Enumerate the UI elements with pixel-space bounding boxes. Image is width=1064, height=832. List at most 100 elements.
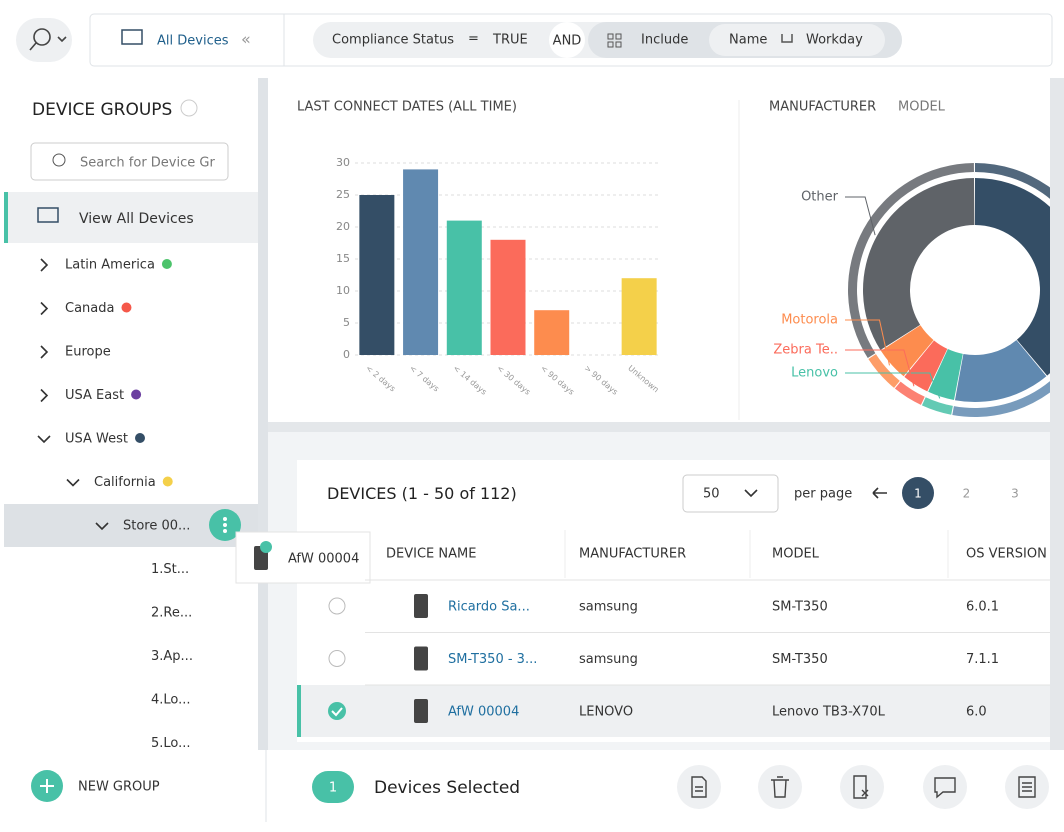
view-all-row[interactable] — [4, 192, 258, 243]
footer — [0, 750, 1064, 832]
prev-page[interactable] — [872, 487, 887, 499]
new-group[interactable]: NEW GROUP — [78, 780, 160, 795]
check — [331, 707, 343, 717]
device-icon — [414, 646, 428, 671]
donut-outer-segment — [975, 163, 1050, 199]
donut-outer-segment — [894, 381, 925, 405]
donut-segment — [954, 340, 1047, 403]
icon — [771, 776, 789, 798]
group-name[interactable]: 4.Lo... — [151, 693, 191, 708]
selected-badge — [312, 771, 354, 803]
action-delete[interactable] — [758, 765, 802, 809]
cell: samsung — [579, 600, 638, 615]
leader-line — [845, 196, 876, 236]
per-page-label: per page — [794, 487, 852, 502]
chevron-right — [40, 345, 49, 359]
y-tick-label: 25 — [336, 188, 350, 201]
group-name[interactable]: Store 00... — [123, 519, 190, 534]
group-name[interactable]: Europe — [65, 345, 111, 360]
devices-title: DEVICES (1 - 50 of 112) — [327, 484, 517, 503]
devices-icon — [37, 207, 59, 223]
donut — [847, 163, 1050, 417]
group-name[interactable]: 5.Lo... — [151, 736, 191, 751]
collapse-icon[interactable]: « — [241, 30, 251, 49]
name-segment[interactable] — [709, 24, 885, 56]
column-header[interactable]: DEVICE NAME — [386, 547, 476, 562]
checkbox[interactable] — [328, 650, 346, 667]
cell: SM-T350 — [772, 600, 828, 615]
device-name[interactable]: AfW 00004 — [448, 705, 519, 720]
devices-title-text: DEVICES — [327, 484, 397, 503]
group-name[interactable]: USA West — [65, 432, 128, 447]
scope[interactable]: All Devices — [157, 34, 229, 49]
chart-subtitle: MODEL — [898, 100, 946, 115]
filter-value: Workday — [806, 33, 863, 48]
leader-line — [845, 319, 890, 366]
leader-line — [845, 349, 915, 387]
chart-title: MANUFACTURER — [769, 100, 876, 115]
leader-line — [845, 372, 941, 399]
bar — [359, 195, 395, 355]
donut-outer-segment — [868, 354, 900, 388]
group-name[interactable]: 2.Re... — [151, 606, 192, 621]
donut-segment — [975, 178, 1050, 376]
group-name[interactable]: Canada — [65, 301, 114, 316]
selected-label: Devices Selected — [374, 778, 520, 798]
per-page-value: 50 — [703, 487, 720, 502]
search-icon-handle — [29, 36, 67, 51]
device-name[interactable]: SM-T350 - 3... — [448, 652, 537, 667]
group-color — [121, 302, 132, 313]
group-name[interactable]: 3.Ap... — [151, 649, 193, 664]
column-header[interactable]: MODEL — [772, 547, 820, 562]
column-header[interactable]: OS VERSION — [966, 547, 1047, 562]
donut-outer-segment — [921, 397, 953, 415]
column-header[interactable]: MANUFACTURER — [579, 547, 686, 562]
chevron-down — [95, 522, 109, 531]
current-page[interactable] — [902, 477, 934, 509]
view-all[interactable]: View All Devices — [79, 211, 194, 227]
filter-field: Name — [729, 33, 767, 48]
group-name[interactable]: 1.St... — [151, 562, 189, 577]
group-color — [135, 433, 145, 443]
group-search[interactable] — [30, 142, 229, 181]
group-name[interactable]: California — [94, 475, 156, 490]
device-icon — [414, 699, 428, 723]
donut-segment — [880, 325, 934, 377]
group-name[interactable]: USA East — [65, 388, 124, 403]
checkbox[interactable] — [328, 597, 346, 615]
per-page-select[interactable] — [682, 474, 779, 513]
device-name[interactable]: Ricardo Sa... — [448, 600, 530, 615]
action-remove[interactable] — [840, 765, 884, 809]
checkbox-checked[interactable] — [328, 702, 346, 720]
page-number[interactable]: 3 — [1011, 487, 1019, 501]
menu-dot — [223, 523, 227, 527]
filter-field: Compliance Status — [332, 33, 454, 48]
page-number[interactable]: 2 — [963, 487, 971, 501]
group-color — [162, 476, 173, 487]
search-icon — [33, 28, 51, 46]
bar — [490, 239, 526, 355]
y-tick-label: 0 — [343, 348, 350, 361]
icon — [691, 776, 707, 798]
y-tick-label: 5 — [343, 316, 350, 329]
page-number[interactable]: 1 — [914, 487, 922, 501]
donut-segment — [928, 349, 963, 401]
chevron-right — [40, 301, 49, 316]
donut-label: Zebra Te.. — [773, 343, 838, 358]
joiner: AND — [553, 34, 582, 49]
y-tick-label: 30 — [336, 156, 350, 169]
filter-value: TRUE — [492, 33, 528, 48]
cell: Lenovo TB3-X70L — [772, 705, 886, 720]
search-icon — [52, 153, 66, 167]
active-indicator — [4, 192, 8, 243]
bar — [534, 310, 570, 355]
sidebar-border — [258, 78, 268, 750]
group-name[interactable]: Latin America — [65, 258, 155, 273]
action-message[interactable] — [923, 765, 967, 809]
bar — [446, 220, 482, 355]
contains-icon — [781, 34, 793, 43]
donut-label: Lenovo — [791, 366, 838, 381]
help-icon[interactable] — [180, 99, 198, 117]
search-button[interactable] — [16, 18, 72, 62]
filter-mode: Include — [641, 33, 688, 48]
